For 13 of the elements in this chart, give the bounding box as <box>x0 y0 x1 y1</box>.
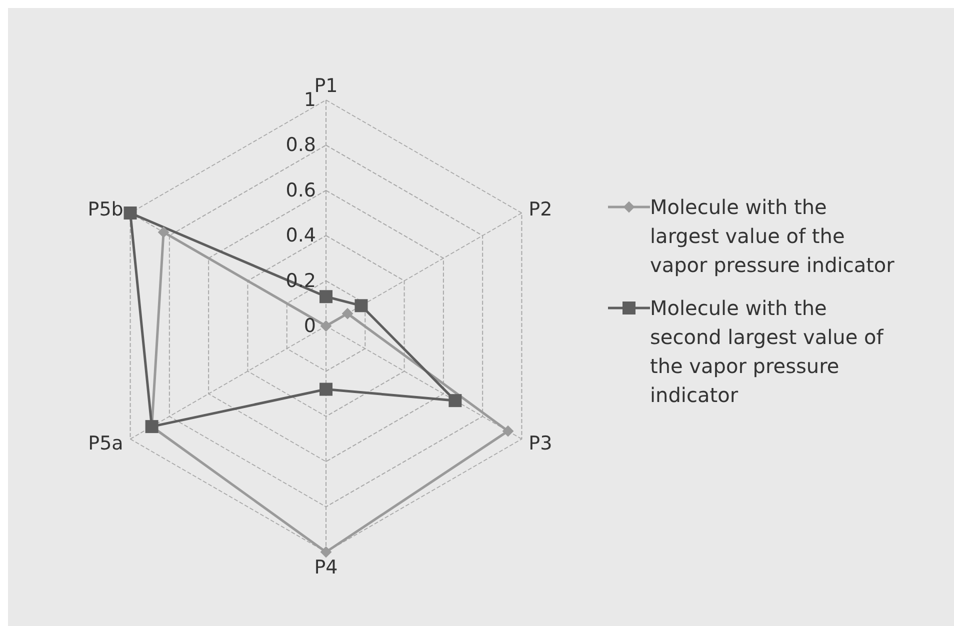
legend-label: Molecule with the largest value of the vapor pressure indicator <box>650 194 896 279</box>
y-tick-label: 0.4 <box>286 224 316 247</box>
spoke-label: P2 <box>528 198 552 221</box>
spoke-label: P5b <box>88 198 124 221</box>
spoke-label: P1 <box>314 75 338 97</box>
legend-label: Molecule with the second largest value of the vapor pressure indicator <box>650 295 885 409</box>
y-tick-label: 0.6 <box>286 179 316 202</box>
spoke-label: P5a <box>88 432 124 455</box>
y-tick-label: 1 <box>304 89 316 111</box>
spoke-label: P3 <box>528 432 552 455</box>
y-tick-label: 0 <box>304 315 316 337</box>
spoke-label: P4 <box>314 556 338 578</box>
y-tick-label: 0.8 <box>286 134 316 156</box>
